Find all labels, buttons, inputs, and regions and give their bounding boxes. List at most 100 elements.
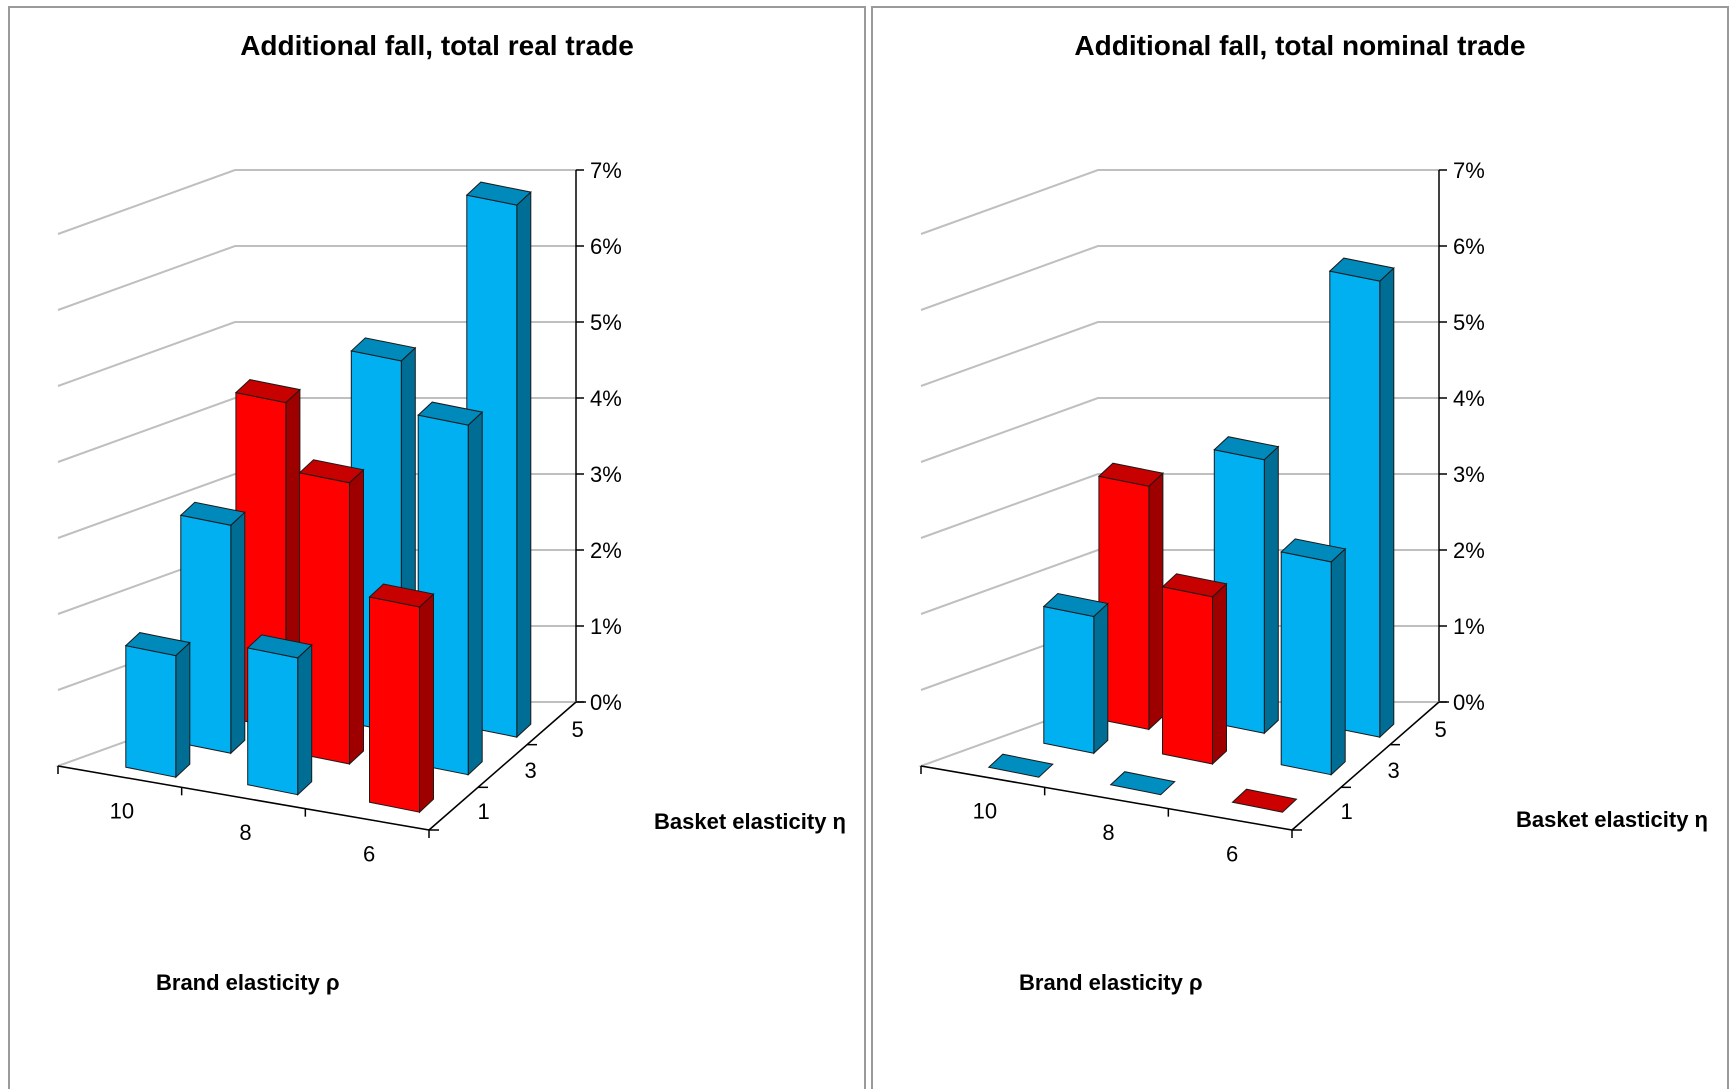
gridline [57,169,576,235]
bar-top [124,632,191,657]
value-tick-label: 2% [590,538,622,563]
bar [179,501,246,755]
bar-top [1161,573,1228,598]
chart-plot-area: 0% 1% 2% 3% 4% 5% 6% 7% 10 8 6 1 3 5 [55,158,622,866]
bar-side [516,190,532,739]
bar-side [1263,445,1279,735]
bar-top [1231,788,1298,813]
x-axis-title: Brand elasticity ρ [1019,970,1203,995]
depth-tick-label: 1 [1340,799,1352,824]
depth-tick-label: 5 [1435,717,1447,742]
value-tick-label: 6% [590,234,622,259]
bar-side [1148,472,1164,731]
value-tick-label: 1% [1453,614,1485,639]
bar-top [246,634,313,659]
depth-tick-label: 1 [477,799,489,824]
bar-side [349,468,364,766]
bar [1109,771,1176,796]
bar [124,632,191,779]
bar [1161,573,1228,766]
bar-top [368,583,435,608]
value-tick-label: 7% [1453,158,1485,183]
x-tick-label: 6 [363,841,375,866]
bar-side [230,511,246,755]
bar-top [350,337,417,362]
depth-axis-line [428,701,577,831]
value-tick-label: 3% [590,462,622,487]
bar-top [1213,436,1280,461]
bar-top [1109,771,1176,796]
bar-side [1093,602,1109,755]
value-tick-label: 4% [1453,386,1485,411]
bar [368,583,435,814]
bar-front [247,647,299,796]
bar-top [234,379,301,404]
bar [246,634,313,796]
value-tick-label: 1% [590,614,622,639]
bar [1231,788,1298,813]
value-tick-label: 3% [1453,462,1485,487]
bar-side [419,592,434,814]
x-tick-label: 6 [1226,841,1238,866]
depth-tick-label: 3 [525,758,537,783]
x-axis-line [920,765,1293,831]
bar-top [298,459,365,484]
bar-front [125,644,177,778]
bar [987,753,1054,778]
gridline [920,321,1439,387]
value-tick-label: 5% [590,310,622,335]
bar-side [467,410,483,776]
x-tick-label: 8 [239,820,251,845]
bar-top [179,501,246,526]
gridline [57,245,576,311]
bar-top [1097,462,1164,487]
bar [1097,462,1164,731]
bar-side [297,643,313,796]
gridline [57,321,576,387]
bar-front [369,596,420,813]
value-tick-label: 0% [1453,690,1485,715]
bar-front [1162,586,1213,765]
depth-axis-title: Basket elasticity η [654,809,846,834]
bar-top [1280,538,1347,563]
chart-panel-nominal-trade: Additional fall, total nominal trade 0% 1… [871,6,1729,1089]
value-tick-label: 5% [1453,310,1485,335]
bar-side [175,641,191,779]
gridline [920,397,1439,463]
bar-top [465,181,532,206]
gridline [920,169,1439,235]
x-axis-title: Brand elasticity ρ [156,970,340,995]
bar-front [1043,605,1095,754]
bar-side [1330,547,1346,776]
depth-axis-line [1291,701,1440,831]
chart-panel-real-trade: Additional fall, total real trade 0% 1% 2%… [8,6,866,1089]
value-tick-label: 4% [590,386,622,411]
bar [1042,592,1109,755]
x-tick-label: 10 [110,799,134,824]
gridline [920,245,1439,311]
depth-axis-title: Basket elasticity η [1516,807,1708,832]
x-tick-label: 8 [1102,820,1114,845]
gridline [57,397,576,463]
bar-top [987,753,1054,778]
value-tick-label: 7% [590,158,622,183]
depth-tick-label: 5 [572,717,584,742]
bar-top [417,401,484,426]
bar-side [1379,266,1395,739]
gridline [920,473,1439,539]
bar-front [1280,551,1332,776]
bar-top [1042,592,1109,618]
chart-plot-area: 0% 1% 2% 3% 4% 5% 6% 7% 10 8 6 1 3 5 [918,158,1485,866]
chart-title: Additional fall, total nominal trade [1074,30,1526,61]
chart-title: Additional fall, total real trade [240,30,634,61]
x-tick-label: 10 [973,799,997,824]
depth-tick-label: 3 [1388,758,1400,783]
value-tick-label: 2% [1453,538,1485,563]
bar-top [1328,257,1395,282]
x-axis-line [57,765,430,831]
value-tick-label: 6% [1453,234,1485,259]
bar-side [1212,582,1227,766]
value-tick-label: 0% [590,690,622,715]
bar [1280,538,1347,776]
